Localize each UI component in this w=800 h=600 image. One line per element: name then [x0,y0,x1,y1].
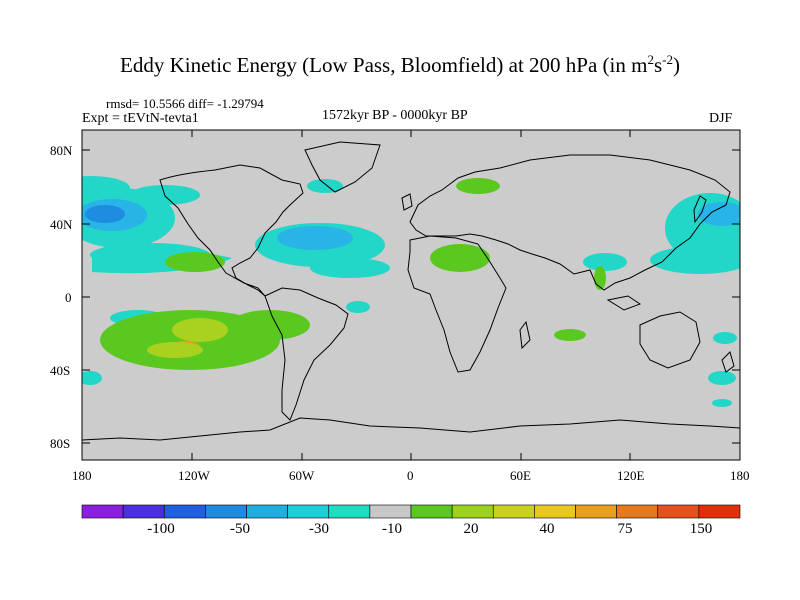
field-spac-yellow-2 [147,342,203,358]
field-npac-midblue [85,205,125,223]
field-spac-yellow-1 [172,318,228,342]
colorbar-label: -100 [147,521,175,537]
season-label: DJF [709,111,733,126]
field-sth-cyan-east3 [712,399,732,407]
coast-uk [401,193,413,211]
coast-australia [639,311,701,369]
field-asia-cyan-1 [583,253,627,271]
colorbar-label: -30 [309,521,329,537]
colorbar-swatch [287,504,330,519]
colorbar-label: 40 [539,521,555,537]
coast-greenland [304,141,381,193]
field-europe-green [456,178,500,194]
lon-tick-60e: 60E [510,468,531,483]
field-africa-green [430,244,490,272]
colorbar-swatch [451,504,494,519]
colorbar-swatch [616,504,659,519]
coast-north-america [159,164,304,297]
coast-south-america [264,287,349,421]
colorbar-swatch [410,504,453,519]
colorbar-swatch [534,504,576,519]
colorbar-label: 20 [463,521,479,537]
field-wnamerica-green [165,252,225,272]
colorbar-label: -10 [382,521,402,537]
lon-tick-120e: 120E [617,468,645,483]
field-natl-lightblue [277,226,353,250]
colorbar-swatch [369,504,412,519]
expt-label: Expt = tEVtN-tevta1 [82,111,199,126]
colorbar-swatch [205,504,247,519]
colorbar-swatch [246,504,288,519]
coast-madagascar [519,320,531,350]
field-asia-green [594,266,606,290]
colorbar-label: 150 [689,521,713,537]
coast-europe-asia [409,154,731,291]
field-wpac-lightblue [698,202,740,226]
plot-title: Eddy Kinetic Energy (Low Pass, Bloomfiel… [120,52,680,77]
coast-indonesia [606,295,642,311]
coast-japan [693,195,707,224]
rmsd-text: rmsd= 10.5566 diff= -1.29794 [106,96,264,111]
lat-tick-40s: 40S [50,363,71,378]
field-npac-top [82,176,130,200]
lat-tick-80n: 80N [50,143,73,158]
lon-tick-180w: 180 [72,468,92,483]
colorbar-swatch [698,504,741,519]
field-sth-cyan-east2 [708,371,736,385]
field-sth-cyan-west [82,371,102,385]
field-spac-green-arm [230,310,310,340]
lon-tick-120w: 120W [178,468,210,483]
colorbar-swatch [122,504,165,519]
colorbar-swatch [163,504,206,519]
colorbar-label: 75 [617,521,633,537]
lon-tick-0: 0 [407,468,414,483]
field-satl-cyan [346,301,370,313]
colorbar-swatch [492,504,535,519]
colorbar-label: -50 [230,521,250,537]
lat-tick-80s: 80S [50,436,71,451]
coastlines [82,141,740,441]
field-sth-cyan-east [713,332,737,344]
coast-newzealand [721,351,735,373]
colorbar-swatch [328,504,371,519]
field-indian-green [554,329,586,341]
colorbar [81,504,741,519]
field-wpac-south [650,246,740,274]
colorbar-swatch [657,504,700,519]
axis-ticks [81,130,741,460]
lat-tick-0: 0 [65,290,72,305]
coast-antarctica [82,417,740,441]
field-greenland [307,179,343,193]
lat-tick-40n: 40N [50,217,73,232]
lon-tick-180e: 180 [730,468,750,483]
map-background [82,130,740,460]
coast-africa [407,235,507,373]
colorbar-swatch [81,504,124,519]
field-natl-arm [310,258,390,278]
colorbar-swatch [575,504,617,519]
period-label: 1572kyr BP - 0000kyr BP [322,108,468,123]
lon-tick-60w: 60W [289,468,315,483]
